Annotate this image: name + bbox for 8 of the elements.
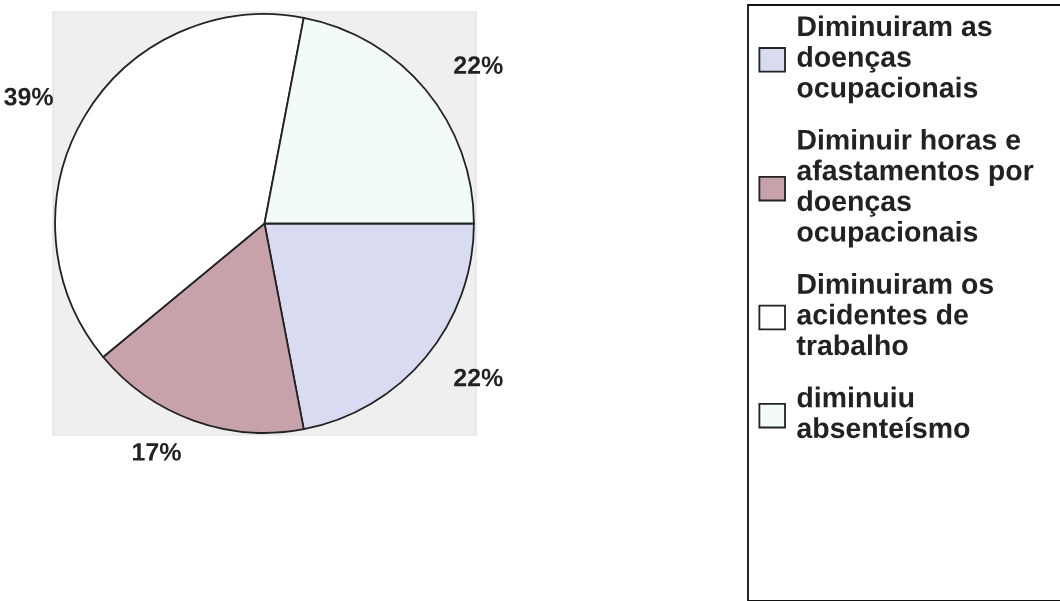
legend-label: Diminuir horas e afastamentos por doenças ocupacionais <box>797 128 1034 248</box>
legend-label: Diminuiram as doenças ocupacionais <box>797 15 992 104</box>
data-label: 22% <box>454 56 503 74</box>
data-label: 22% <box>454 368 503 387</box>
data-label: 39% <box>4 87 53 106</box>
legend-label: Diminuiram os acidentes de trabalho <box>796 273 993 356</box>
data-label: 17% <box>133 443 181 461</box>
legend-label: diminuiu absenteísmo <box>797 386 970 439</box>
